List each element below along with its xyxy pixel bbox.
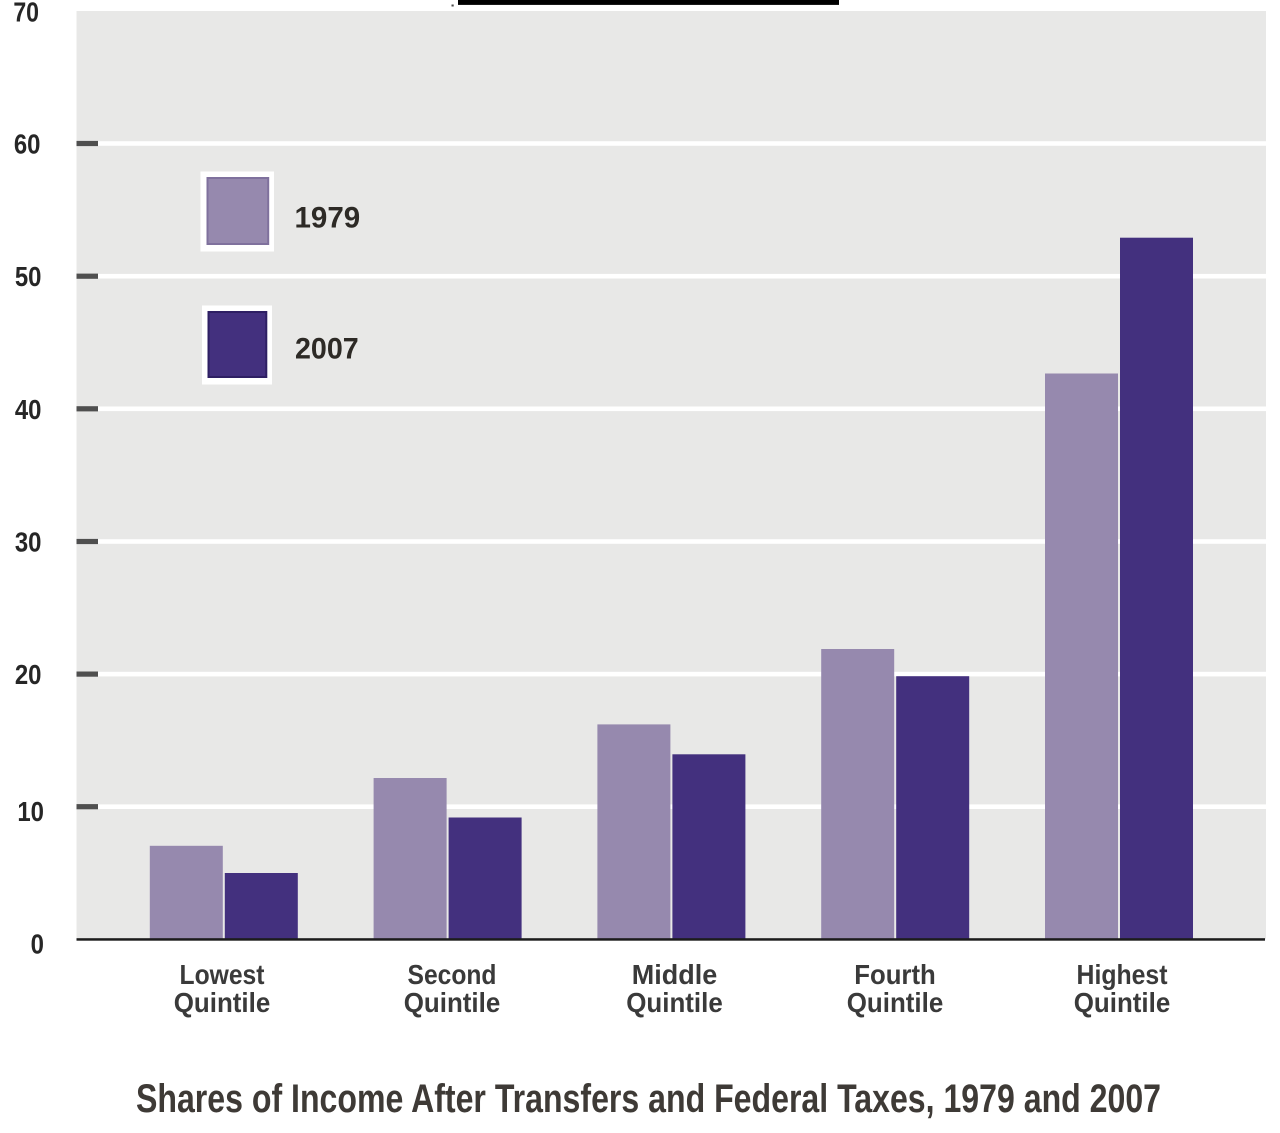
svg-text:Middle: Middle bbox=[632, 959, 717, 991]
svg-text:Highest: Highest bbox=[1077, 959, 1168, 991]
svg-text:Lowest: Lowest bbox=[180, 959, 265, 991]
svg-text:20: 20 bbox=[15, 661, 42, 691]
svg-text:Quintile: Quintile bbox=[626, 987, 722, 1018]
svg-text:1979: 1979 bbox=[295, 201, 361, 234]
svg-text:70: 70 bbox=[13, 0, 39, 28]
svg-text:30: 30 bbox=[15, 528, 42, 558]
svg-text:Shares of Income After Transfe: Shares of Income After Transfers and Fed… bbox=[136, 1076, 1161, 1121]
svg-text:0: 0 bbox=[31, 930, 44, 960]
svg-text:Quintile: Quintile bbox=[847, 987, 943, 1018]
svg-text:Quintile: Quintile bbox=[1074, 987, 1170, 1018]
svg-text:Quintile: Quintile bbox=[404, 987, 500, 1018]
svg-text:50: 50 bbox=[15, 263, 42, 293]
svg-text:40: 40 bbox=[15, 395, 42, 425]
svg-text:2007: 2007 bbox=[295, 332, 359, 366]
svg-text:Quintile: Quintile bbox=[174, 987, 270, 1018]
svg-text:60: 60 bbox=[14, 130, 41, 160]
svg-text:Second: Second bbox=[408, 959, 497, 991]
svg-text:Fourth: Fourth bbox=[854, 959, 936, 990]
svg-text:10: 10 bbox=[17, 798, 44, 828]
